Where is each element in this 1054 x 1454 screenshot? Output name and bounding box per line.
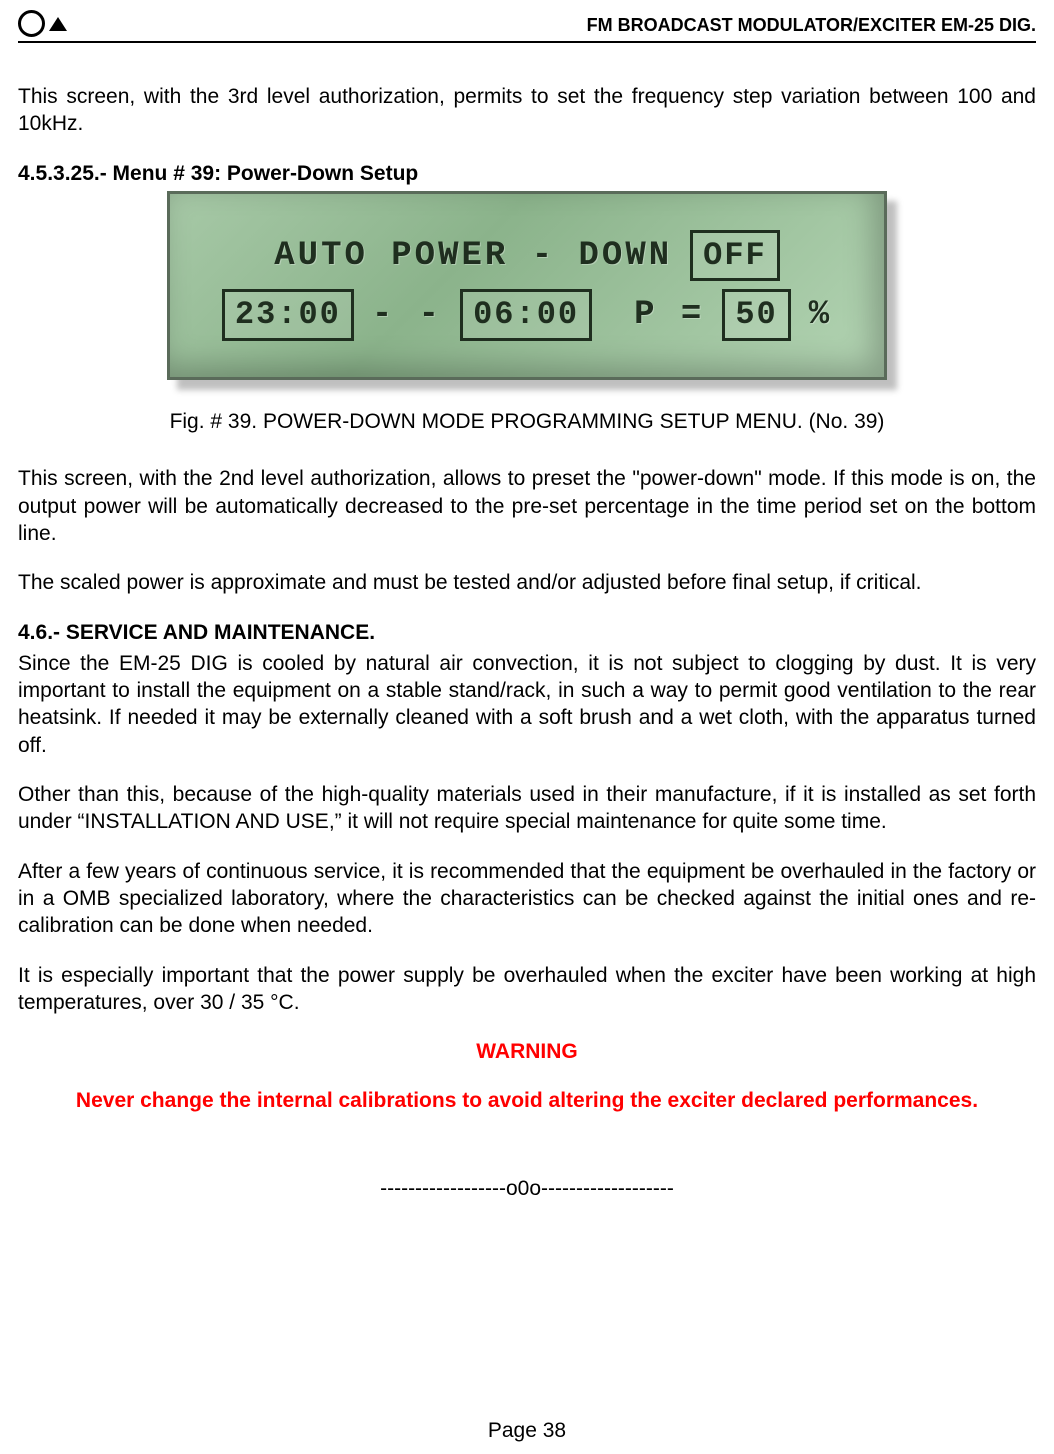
logo-circle-icon bbox=[18, 10, 45, 37]
warning-heading: WARNING bbox=[18, 1038, 1036, 1065]
header-title: FM BROADCAST MODULATOR/EXCITER EM-25 DIG… bbox=[587, 14, 1036, 37]
warning-text: Never change the internal calibrations t… bbox=[18, 1087, 1036, 1114]
page-number: Page 38 bbox=[0, 1417, 1054, 1444]
lcd-power-percent: 50 bbox=[722, 289, 790, 341]
lcd-off-value: OFF bbox=[690, 230, 780, 282]
lcd-start-time: 23:00 bbox=[222, 289, 354, 341]
paragraph-service-3: After a few years of continuous service,… bbox=[18, 858, 1036, 940]
lcd-p-label: P = bbox=[634, 293, 704, 337]
header-rule bbox=[18, 41, 1036, 43]
lcd-row-1: AUTO POWER - DOWN OFF bbox=[214, 230, 840, 282]
lcd-end-time: 06:00 bbox=[460, 289, 592, 341]
lcd-screen: AUTO POWER - DOWN OFF 23:00 - - 06:00 P … bbox=[167, 191, 887, 380]
intro-paragraph: This screen, with the 3rd level authoriz… bbox=[18, 83, 1036, 138]
paragraph-power-down-2: The scaled power is approximate and must… bbox=[18, 569, 1036, 596]
lcd-row-2: 23:00 - - 06:00 P = 50 % bbox=[214, 289, 840, 341]
section-heading-service: 4.6.- SERVICE AND MAINTENANCE. bbox=[18, 619, 1036, 646]
figure-39: AUTO POWER - DOWN OFF 23:00 - - 06:00 P … bbox=[18, 191, 1036, 435]
lcd-dash: - - bbox=[372, 293, 442, 337]
paragraph-power-down-1: This screen, with the 2nd level authoriz… bbox=[18, 465, 1036, 547]
lcd-percent-unit: % bbox=[809, 293, 832, 337]
paragraph-service-1: Since the EM-25 DIG is cooled by natural… bbox=[18, 650, 1036, 759]
lcd-auto-power-down-label: AUTO POWER - DOWN bbox=[274, 234, 672, 278]
logo: OMB bbox=[18, 10, 69, 37]
separator: ------------------o0o------------------- bbox=[18, 1175, 1036, 1202]
section-heading-power-down: 4.5.3.25.- Menu # 39: Power-Down Setup bbox=[18, 160, 1036, 187]
page-header: OMB FM BROADCAST MODULATOR/EXCITER EM-25… bbox=[18, 10, 1036, 37]
paragraph-service-2: Other than this, because of the high-qua… bbox=[18, 781, 1036, 836]
logo-triangle-icon bbox=[49, 17, 67, 31]
paragraph-service-4: It is especially important that the powe… bbox=[18, 962, 1036, 1017]
figure-caption: Fig. # 39. POWER-DOWN MODE PROGRAMMING S… bbox=[18, 408, 1036, 435]
